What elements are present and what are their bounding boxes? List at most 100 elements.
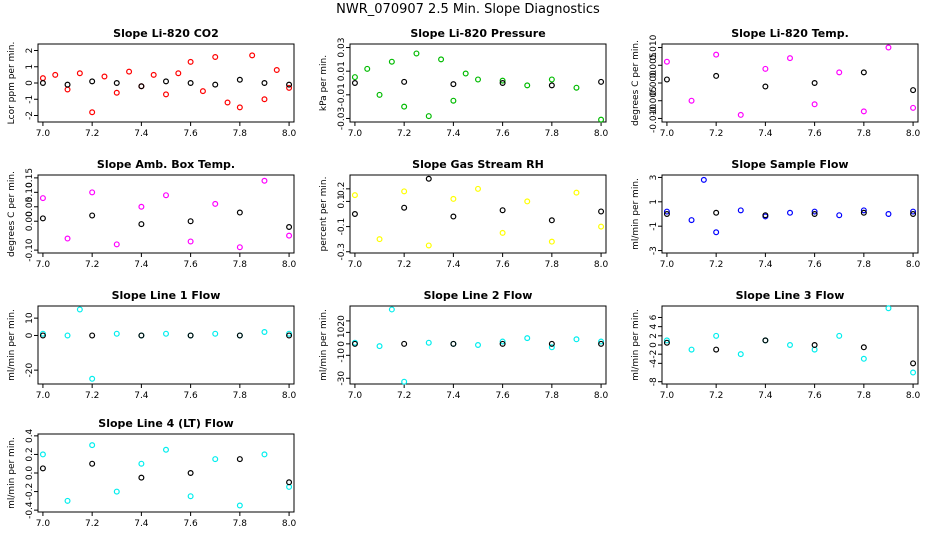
mean-point (663, 339, 670, 346)
y-tick-label: 0.1 (337, 194, 347, 208)
mean-point (598, 340, 605, 347)
x-tick-label: 7.0 (660, 260, 675, 270)
x-tick-label: 7.0 (348, 129, 363, 139)
data-point (688, 217, 695, 224)
mean-point (138, 332, 145, 339)
data-point (598, 338, 605, 345)
x-tick-label: 7.8 (233, 519, 248, 529)
x-tick-label: 7.4 (758, 129, 773, 139)
x-tick-label: 7.8 (233, 260, 248, 270)
data-point (187, 493, 194, 500)
data-point (598, 116, 605, 123)
x-tick-label: 8.0 (594, 129, 609, 139)
x-tick-label: 7.2 (709, 260, 723, 270)
data-point (462, 70, 469, 77)
y-tick-label: 0 (25, 332, 35, 338)
data-point (713, 229, 720, 236)
y-tick-label: -0.005 (649, 86, 659, 115)
data-point (836, 69, 843, 76)
data-point (548, 76, 555, 83)
mean-point (811, 342, 818, 349)
y-tick-label: -0.3 (337, 243, 347, 261)
x-tick-label: 7.8 (857, 260, 872, 270)
x-tick-label: 7.4 (446, 129, 461, 139)
mean-point (548, 82, 555, 89)
mean-point (286, 332, 293, 339)
data-point (688, 346, 695, 353)
y-tick-label: -0.2 (25, 483, 35, 501)
y-tick-label: -1 (25, 95, 35, 104)
x-tick-label: 7.6 (183, 260, 198, 270)
data-point (364, 65, 371, 72)
y-tick-label: 10 (25, 312, 35, 324)
mean-point (187, 218, 194, 225)
data-point (138, 460, 145, 467)
data-point (39, 75, 46, 82)
y-tick-label: -4 (649, 359, 659, 368)
data-point (860, 355, 867, 362)
data-point (236, 104, 243, 111)
y-tick-label: 0.05 (25, 197, 35, 217)
data-point (413, 50, 420, 57)
mean-point (236, 456, 243, 463)
chart-title: Slope Line 3 Flow (736, 289, 845, 302)
plot-frame (349, 174, 607, 254)
data-point (101, 73, 108, 80)
x-tick-label: 7.2 (85, 129, 99, 139)
x-tick-label: 7.0 (348, 391, 363, 401)
y-tick-label: -8 (649, 377, 659, 386)
x-tick-label: 8.0 (282, 260, 297, 270)
x-tick-label: 7.8 (233, 391, 248, 401)
data-point (573, 189, 580, 196)
mean-point (499, 79, 506, 86)
chart-slope-line-4-lt-flow: Slope Line 4 (LT) Flow 7.0 7.2 7.4 7.6 7.8 8.0… (7, 417, 296, 529)
y-tick-label: -3 (649, 246, 659, 255)
data-point (199, 88, 206, 95)
x-tick-label: 7.0 (660, 391, 675, 401)
x-tick-label: 7.2 (397, 129, 411, 139)
chart-slope-line-3-flow: Slope Line 3 Flow 7.0 7.2 7.4 7.6 7.8 8.0 -8 -4-… (631, 289, 920, 401)
data-point (475, 185, 482, 192)
y-tick-label: 3 (649, 175, 659, 181)
y-tick-label: 2 (25, 48, 35, 54)
y-tick-label: 0.4 (25, 428, 35, 443)
data-point (713, 51, 720, 58)
x-tick-label: 7.2 (709, 391, 723, 401)
y-axis-label: percent per min. (319, 177, 329, 252)
chart-title: Slope Li-820 Pressure (410, 27, 545, 40)
data-point (499, 338, 506, 345)
x-tick-label: 7.6 (183, 391, 198, 401)
mean-point (39, 465, 46, 472)
mean-point (499, 340, 506, 347)
mean-point (548, 340, 555, 347)
data-point (261, 96, 268, 103)
y-tick-label: 20 (337, 315, 347, 327)
data-point (737, 111, 744, 118)
y-tick-label: 0.0 (25, 466, 35, 481)
y-tick-label: -2 (649, 350, 659, 359)
data-point (548, 238, 555, 245)
mean-point (39, 332, 46, 339)
y-tick-label: -0.010 (649, 104, 659, 133)
mean-point (663, 211, 670, 218)
data-point (89, 442, 96, 449)
y-tick-label: 2 (649, 333, 659, 339)
mean-point (811, 211, 818, 218)
y-axis-label: Lcor ppm per min. (7, 42, 17, 125)
data-point (163, 330, 170, 337)
data-point (425, 242, 432, 249)
data-point (910, 104, 917, 111)
data-point (138, 203, 145, 210)
data-point (885, 44, 892, 51)
data-point (286, 84, 293, 91)
data-point (885, 211, 892, 218)
data-point (212, 200, 219, 207)
mean-point (187, 79, 194, 86)
mean-point (910, 211, 917, 218)
y-axis-label: ml/min per min. (7, 309, 17, 381)
x-tick-label: 7.8 (857, 129, 872, 139)
y-tick-label: 0.15 (25, 168, 35, 188)
y-axis-label: ml/min per min. (631, 309, 641, 381)
x-tick-label: 7.8 (545, 260, 560, 270)
